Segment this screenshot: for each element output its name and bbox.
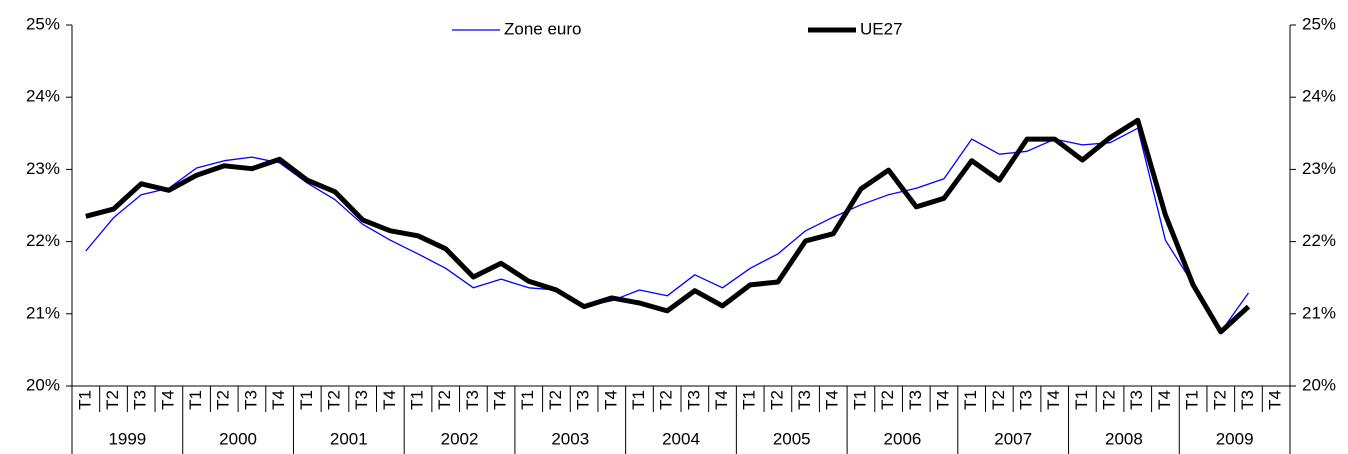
x-tick-label: T3: [352, 390, 371, 410]
x-tick-label: T3: [1017, 390, 1036, 410]
x-tick-label: T1: [297, 390, 316, 410]
group-label: 2008: [1105, 429, 1143, 448]
x-tick-label: T4: [491, 390, 510, 410]
x-tick-label: T1: [629, 390, 648, 410]
y-tick-label: 23%: [26, 159, 60, 178]
x-tick-label: T3: [1238, 390, 1257, 410]
legend-label: UE27: [860, 19, 903, 38]
x-tick-label: T1: [186, 390, 205, 410]
x-tick-label: T2: [878, 390, 897, 410]
x-tick-label: T2: [324, 390, 343, 410]
x-tick-label: T4: [823, 390, 842, 410]
group-label: 2004: [662, 429, 700, 448]
y-tick-label: 24%: [26, 87, 60, 106]
legend-label: Zone euro: [504, 19, 582, 38]
y-tick-label: 22%: [26, 231, 60, 250]
x-tick-label: T4: [712, 390, 731, 410]
x-tick-label: T1: [1072, 390, 1091, 410]
x-tick-label: T2: [103, 390, 122, 410]
group-label: 2005: [773, 429, 811, 448]
x-tick-label: T3: [131, 390, 150, 410]
x-tick-label: T1: [75, 390, 94, 410]
group-label: 2009: [1216, 429, 1254, 448]
y2-tick-label: 23%: [1302, 159, 1336, 178]
y-tick-label: 25%: [26, 14, 60, 33]
y-tick-label: 20%: [26, 375, 60, 394]
x-tick-label: T1: [850, 390, 869, 410]
x-tick-label: T1: [1183, 390, 1202, 410]
x-tick-label: T4: [1044, 390, 1063, 410]
y2-tick-label: 25%: [1302, 14, 1336, 33]
x-tick-label: T2: [767, 390, 786, 410]
x-tick-label: T2: [214, 390, 233, 410]
x-tick-label: T4: [269, 390, 288, 410]
x-tick-label: T3: [795, 390, 814, 410]
x-tick-label: T2: [657, 390, 676, 410]
series-line: [85, 117, 1251, 335]
x-tick-label: T2: [546, 390, 565, 410]
x-tick-label: T2: [1210, 390, 1229, 410]
x-tick-label: T4: [1155, 390, 1174, 410]
x-tick-label: T2: [435, 390, 454, 410]
x-tick-label: T1: [740, 390, 759, 410]
group-label: 2003: [551, 429, 589, 448]
x-tick-label: T4: [1266, 390, 1285, 410]
x-tick-label: T1: [518, 390, 537, 410]
x-tick-label: T3: [241, 390, 260, 410]
y2-tick-label: 21%: [1302, 303, 1336, 322]
group-label: 2000: [219, 429, 257, 448]
x-tick-label: T4: [158, 390, 177, 410]
group-label: 2006: [884, 429, 922, 448]
y2-tick-label: 22%: [1302, 231, 1336, 250]
x-tick-label: T2: [989, 390, 1008, 410]
x-tick-label: T2: [1100, 390, 1119, 410]
x-tick-label: T4: [601, 390, 620, 410]
x-tick-label: T1: [961, 390, 980, 410]
x-tick-label: T3: [574, 390, 593, 410]
group-label: 1999: [108, 429, 146, 448]
x-tick-label: T4: [380, 390, 399, 410]
x-tick-label: T3: [463, 390, 482, 410]
x-tick-label: T3: [1127, 390, 1146, 410]
x-tick-label: T1: [408, 390, 427, 410]
x-tick-label: T3: [906, 390, 925, 410]
series-line: [85, 127, 1250, 333]
group-label: 2001: [330, 429, 368, 448]
x-tick-label: T4: [933, 390, 952, 410]
y-tick-label: 21%: [26, 303, 60, 322]
y2-tick-label: 24%: [1302, 87, 1336, 106]
y2-tick-label: 20%: [1302, 375, 1336, 394]
x-tick-label: T3: [684, 390, 703, 410]
group-label: 2002: [441, 429, 479, 448]
group-label: 2007: [994, 429, 1032, 448]
